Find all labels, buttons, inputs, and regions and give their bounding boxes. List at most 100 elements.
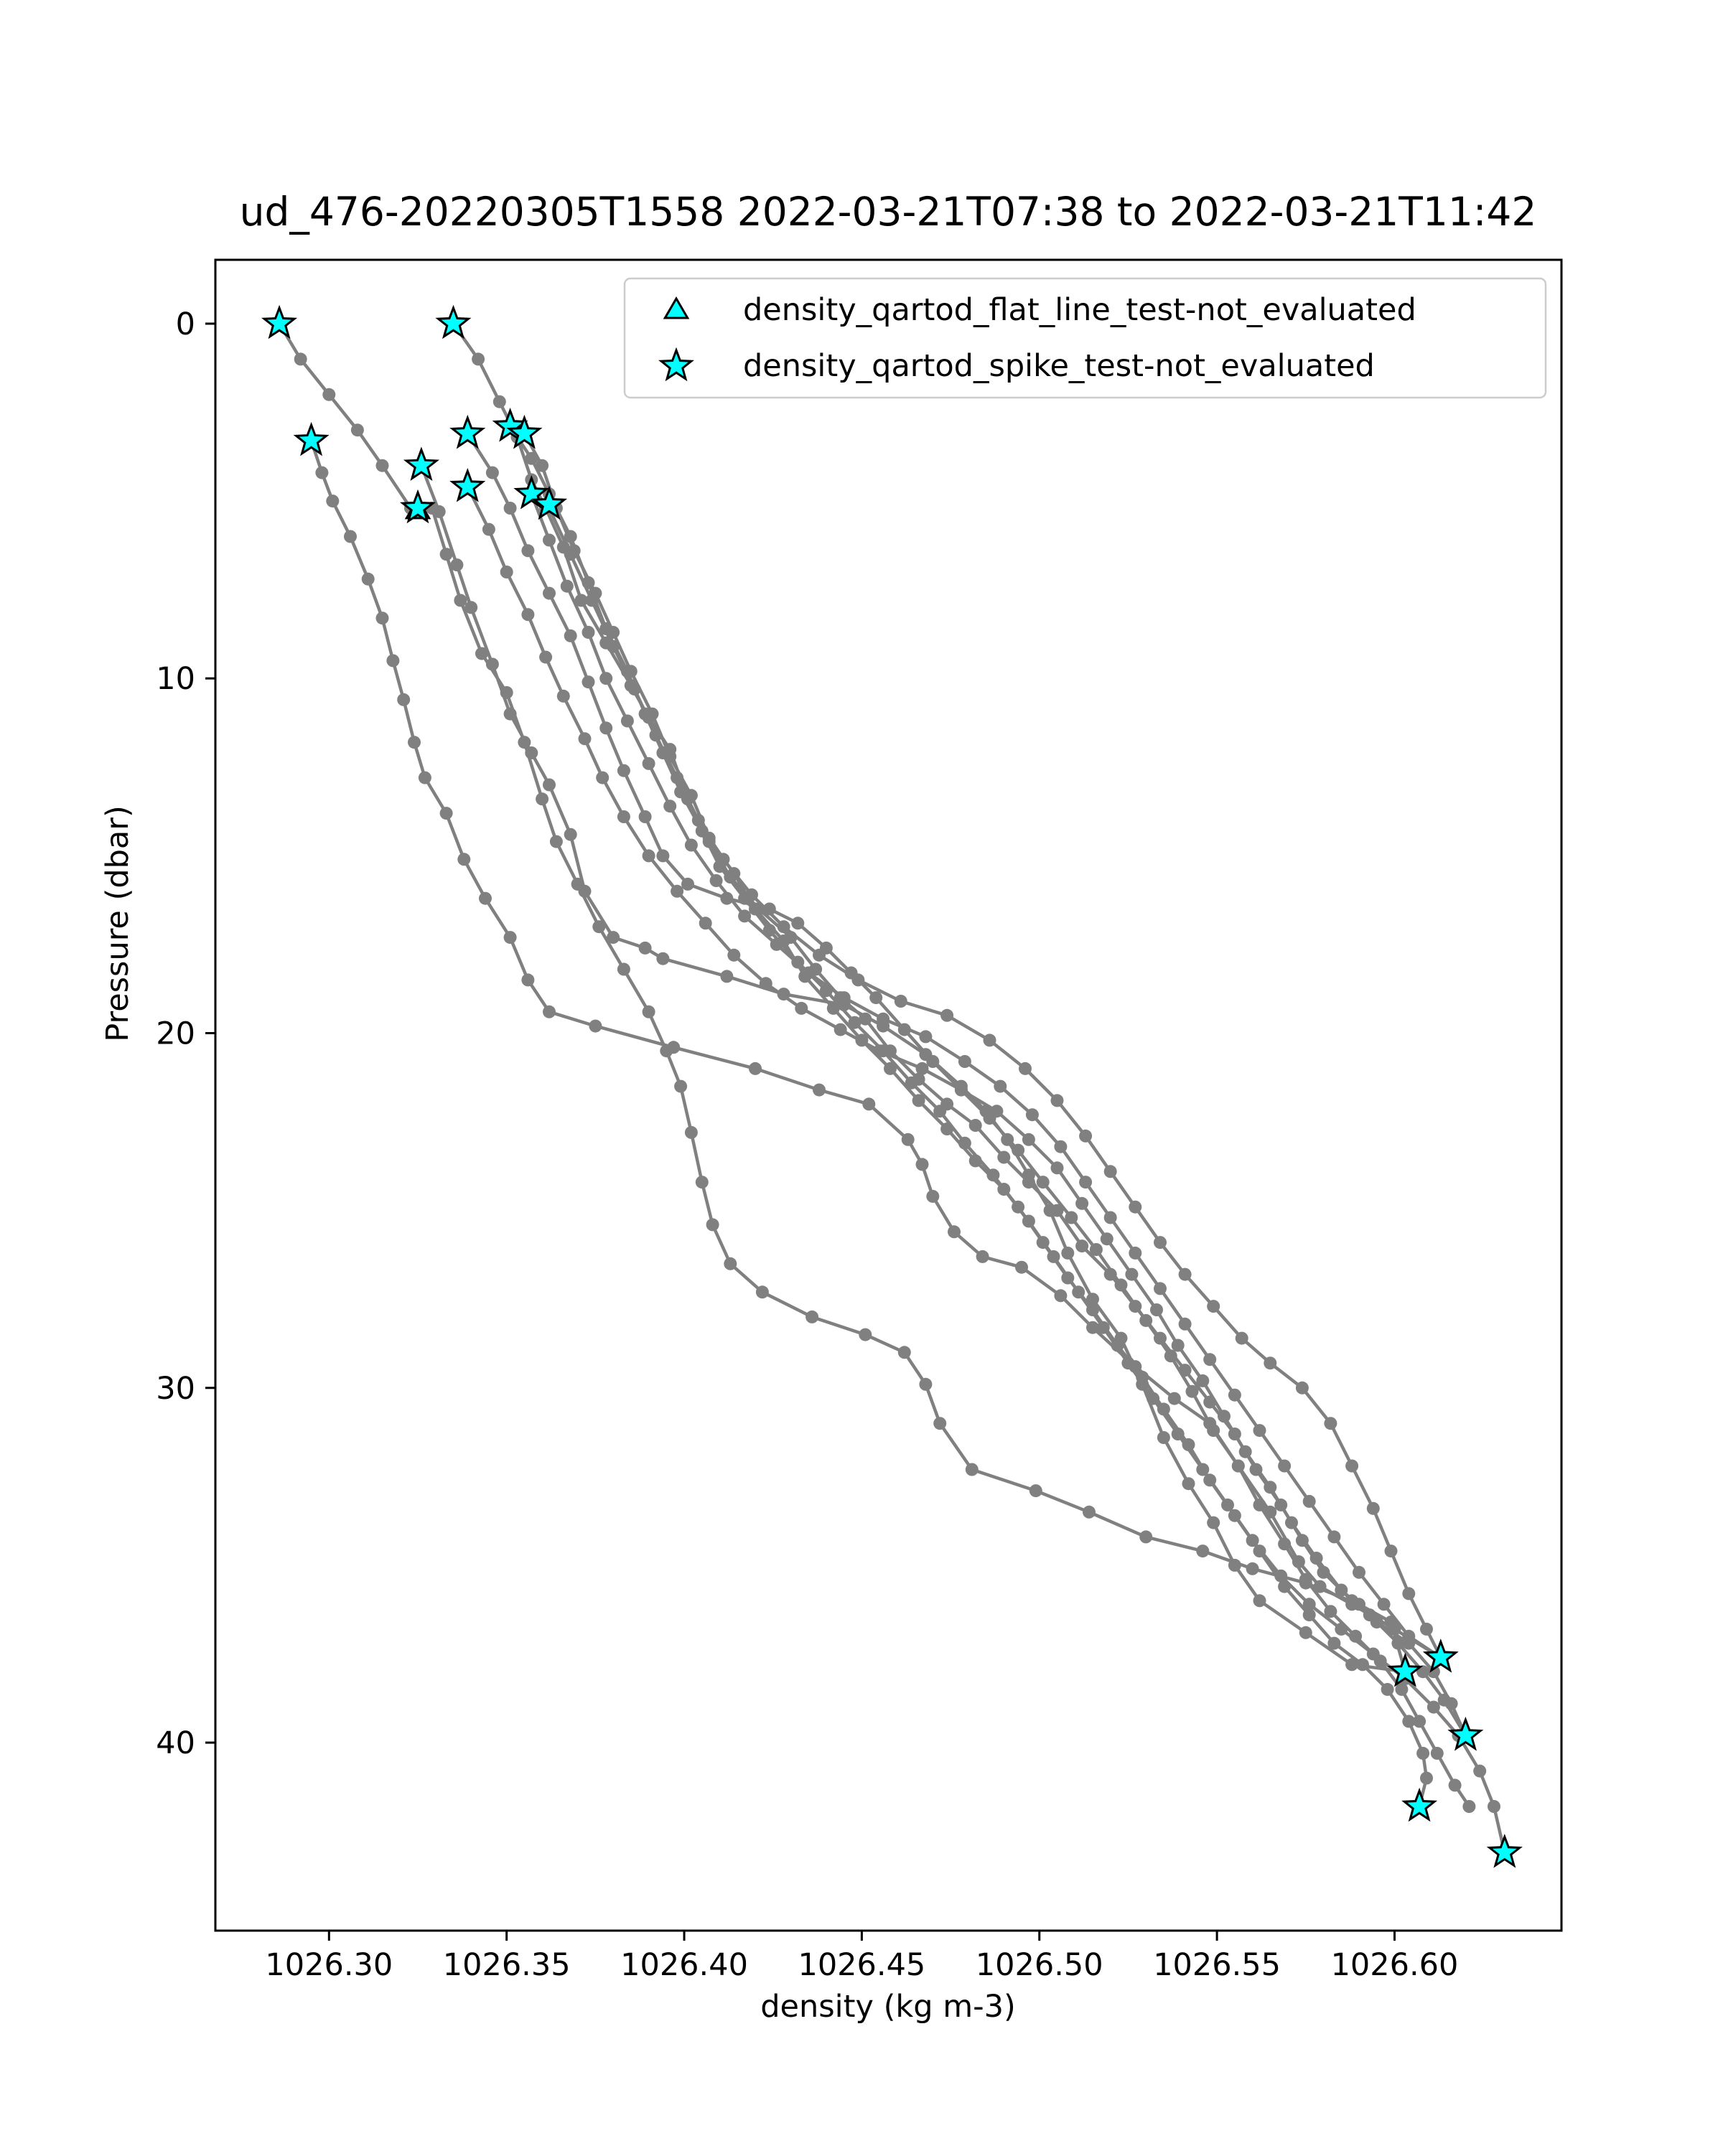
spike-flag-marker [506, 414, 543, 449]
profile-point [663, 800, 677, 813]
profile-point [1324, 1605, 1337, 1618]
profile-point [578, 732, 592, 746]
profile-point [1327, 1636, 1341, 1650]
profile-point [1235, 1331, 1248, 1345]
profile-point [582, 626, 595, 639]
profile-point [1238, 1445, 1252, 1458]
profile-point [813, 1083, 826, 1097]
profile-point [649, 728, 663, 742]
profile-point [706, 1218, 719, 1232]
profile-point [1402, 1629, 1416, 1643]
profile-point [578, 884, 592, 898]
profile-point [877, 1012, 890, 1026]
profile-point [482, 522, 495, 536]
profile-point [560, 579, 574, 593]
profile-point [386, 654, 400, 667]
profile-point [1114, 1278, 1128, 1292]
profile-point [1029, 1484, 1042, 1498]
spike-flag-marker [492, 408, 528, 442]
y-axis-label: Pressure (dbar) [100, 805, 136, 1041]
spike-flag-marker [261, 304, 298, 339]
profile-point [543, 1005, 556, 1018]
profile-point [503, 931, 517, 945]
profile-point [1295, 1381, 1309, 1395]
profile-point [1075, 1239, 1089, 1253]
profile-point [1448, 1778, 1462, 1792]
profile-point [1402, 1715, 1416, 1728]
profile-point [915, 1158, 929, 1171]
profile-point [1167, 1392, 1181, 1405]
profile-point [503, 707, 517, 721]
profile-point [1100, 1232, 1113, 1246]
profile-point [912, 1094, 925, 1107]
profile-point [671, 771, 684, 784]
y-tick-label: 30 [156, 1371, 195, 1407]
profile-point [1218, 1410, 1231, 1423]
profile-point [940, 1122, 954, 1135]
profile-point [1488, 1800, 1500, 1813]
profile-point [1054, 1289, 1068, 1303]
profile-point [1089, 1243, 1103, 1256]
profile-point [1253, 1424, 1266, 1438]
profile-point [1086, 1293, 1099, 1306]
profile-point [589, 1019, 602, 1033]
x-tick-label: 1026.50 [976, 1947, 1103, 1983]
profile-point [454, 594, 467, 607]
profile-point [1309, 1552, 1323, 1565]
profile-point [1427, 1665, 1440, 1679]
profile-series [543, 502, 1447, 1664]
profile-point [556, 689, 570, 703]
profile-point [684, 1125, 698, 1139]
profile-point [724, 1257, 737, 1270]
profile-point [755, 1285, 769, 1299]
profile-point [933, 1417, 947, 1430]
profile-point [1313, 1580, 1327, 1593]
spike-flag-marker [400, 489, 436, 524]
x-tick-label: 1026.55 [1153, 1947, 1281, 1983]
profile-point [1025, 1108, 1039, 1122]
profile-point [1207, 1516, 1220, 1529]
profile-point [549, 835, 563, 848]
profile-point [709, 874, 723, 887]
profile-point [564, 548, 577, 561]
profile-point [1185, 1384, 1199, 1398]
profile-point [1047, 1250, 1060, 1263]
profile-point [1157, 1431, 1170, 1444]
profile-point [1327, 1530, 1341, 1544]
profile-point [607, 626, 620, 639]
profile-point [749, 902, 762, 916]
profile-point [418, 771, 431, 784]
y-tick-label: 10 [156, 661, 195, 697]
profile-point [475, 647, 488, 660]
profile-point [1121, 1356, 1135, 1370]
profile-point [1022, 1176, 1035, 1189]
profile-point [667, 1041, 681, 1054]
profile-point [1079, 1176, 1093, 1189]
profile-point [585, 594, 599, 607]
chart-title: ud_476-20220305T1558 2022-03-21T07:38 to… [240, 189, 1537, 235]
profile-point [617, 962, 630, 976]
profile-point [1430, 1746, 1444, 1760]
profile-point [1150, 1303, 1163, 1316]
profile-point [862, 1097, 876, 1111]
profile-point [859, 1328, 872, 1341]
profile-point [1207, 1300, 1220, 1313]
profile-point [1335, 1622, 1348, 1636]
profile-point [485, 657, 499, 671]
profile-point [1402, 1587, 1416, 1600]
x-tick-label: 1026.30 [265, 1947, 393, 1983]
spike-flag-marker [1401, 1787, 1438, 1822]
profile-point [699, 917, 712, 930]
legend-triangle-icon [663, 296, 690, 319]
profile-point [294, 352, 307, 366]
profile-point [642, 1005, 655, 1018]
profile-point [1278, 1459, 1292, 1473]
profile-point [617, 764, 630, 777]
profile-point [926, 1189, 940, 1203]
profile-line [278, 322, 412, 510]
profile-point [795, 1001, 808, 1015]
profile-point [1437, 1693, 1451, 1707]
profile-point [1302, 1598, 1316, 1611]
profile-point [322, 388, 336, 401]
